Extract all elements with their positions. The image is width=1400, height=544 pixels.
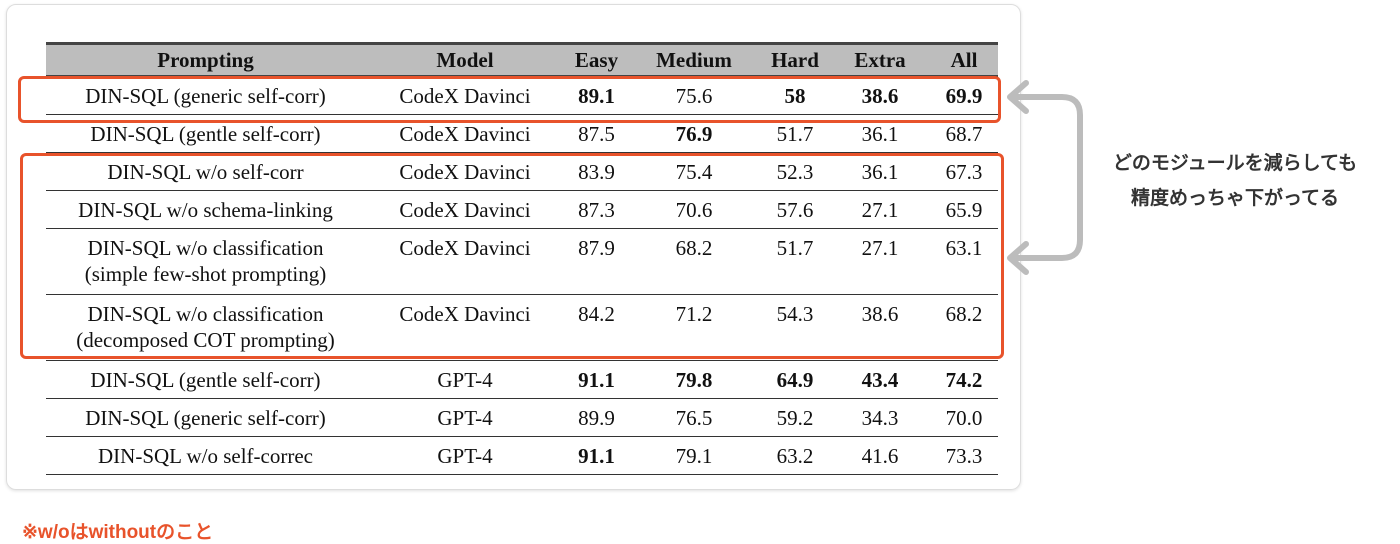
annotation: 精度めっちゃ下がってる (1130, 188, 1340, 209)
table-row: DIN-SQL w/o classification (decomposed CO… (46, 294, 998, 361)
table-cell: CodeX Davinci (365, 76, 565, 115)
table-cell: 52.3 (760, 152, 830, 191)
table-row: DIN-SQL w/o schema-linking CodeX Davinci 8… (46, 190, 998, 229)
table-cell: DIN-SQL w/o self-correc (46, 436, 365, 475)
table-cell: CodeX Davinci (365, 190, 565, 229)
highlight-box (18, 76, 1001, 123)
header-cell: Hard (760, 42, 830, 77)
table-cell: CodeX Davinci (365, 294, 565, 361)
table-cell: 59.2 (760, 398, 830, 437)
table-cell: DIN-SQL w/o classification (decomposed CO… (46, 294, 365, 361)
cell-line: (decomposed COT prompting) (76, 328, 335, 352)
table-cell: 87.3 (565, 190, 628, 229)
table-cell: 87.9 (565, 228, 628, 295)
table-cell: DIN-SQL w/o self-corr (46, 152, 365, 191)
table-cell: 83.9 (565, 152, 628, 191)
table-cell: CodeX Davinci (365, 228, 565, 295)
table-cell: 70.0 (930, 398, 998, 437)
header-cell: Model (365, 42, 565, 77)
table-cell: 68.2 (628, 228, 760, 295)
table-cell: 84.2 (565, 294, 628, 361)
table-row: DIN-SQL w/o classification (simple few-sh… (46, 228, 998, 295)
header-cell: Extra (830, 42, 930, 77)
table-cell: 71.2 (628, 294, 760, 361)
table-row: DIN-SQL (generic self-corr) GPT-4 89.9 76.5… (46, 398, 998, 437)
cell-line: DIN-SQL w/o classification (87, 302, 324, 326)
table-cell: 58 (760, 76, 830, 115)
table-cell: 38.6 (830, 294, 930, 361)
table-cell: 74.2 (930, 360, 998, 399)
table-cell: GPT-4 (365, 436, 565, 475)
table-cell: 87.5 (565, 114, 628, 153)
table-cell: 64.9 (760, 360, 830, 399)
table-cell: 27.1 (830, 228, 930, 295)
table-cell: CodeX Davinci (365, 152, 565, 191)
table-cell: GPT-4 (365, 398, 565, 437)
table-cell: 79.1 (628, 436, 760, 475)
table-cell: GPT-4 (365, 360, 565, 399)
table-cell: 73.3 (930, 436, 998, 475)
cell-line: (simple few-shot prompting) (84, 262, 327, 286)
table-cell: 70.6 (628, 190, 760, 229)
table-cell: 67.3 (930, 152, 998, 191)
table-cell: 41.6 (830, 436, 930, 475)
table-cell: DIN-SQL (generic self-corr) (46, 76, 365, 115)
table-row: DIN-SQL (gentle self-corr) GPT-4 91.1 79.8 6… (46, 360, 998, 399)
table-cell: 27.1 (830, 190, 930, 229)
table-cell: 63.1 (930, 228, 998, 295)
table-cell: 89.9 (565, 398, 628, 437)
table-cell: DIN-SQL w/o schema-linking (46, 190, 365, 229)
table-cell: 34.3 (830, 398, 930, 437)
table-cell: 91.1 (565, 360, 628, 399)
cell-line: DIN-SQL w/o classification (87, 236, 324, 260)
table-cell: DIN-SQL (generic self-corr) (46, 398, 365, 437)
footnote: ※w/oはwithoutのこと (22, 522, 214, 543)
table-cell: 51.7 (760, 228, 830, 295)
table-cell: 43.4 (830, 360, 930, 399)
table-cell: DIN-SQL (gentle self-corr) (46, 360, 365, 399)
table-cell: 89.1 (565, 76, 628, 115)
table-cell: 63.2 (760, 436, 830, 475)
table-cell: 76.5 (628, 398, 760, 437)
header-cell: Easy (565, 42, 628, 77)
table-row: DIN-SQL w/o self-corr CodeX Davinci 83.9 75… (46, 152, 998, 191)
table-cell: 79.8 (628, 360, 760, 399)
table-cell: 91.1 (565, 436, 628, 475)
table-cell: DIN-SQL w/o classification (simple few-sh… (46, 228, 365, 295)
table-cell: 36.1 (830, 152, 930, 191)
table-cell: 57.6 (760, 190, 830, 229)
table-cell: 68.2 (930, 294, 998, 361)
table-cell: 75.6 (628, 76, 760, 115)
header-cell: All (930, 42, 998, 77)
highlight-box (20, 153, 1004, 359)
table-row: DIN-SQL (generic self-corr) CodeX Davinci… (46, 76, 998, 115)
table-row: DIN-SQL w/o self-correc GPT-4 91.1 79.1 63.2… (46, 436, 998, 475)
table-cell: 69.9 (930, 76, 998, 115)
table-cell: 54.3 (760, 294, 830, 361)
annotation: どのモジュールを減らしても (1112, 153, 1358, 174)
table-cell: 75.4 (628, 152, 760, 191)
header-row: Prompting Model Easy Medium Hard Extra All (46, 42, 998, 77)
header-cell: Prompting (46, 42, 365, 77)
header-cell: Medium (628, 42, 760, 77)
bracket-arrow (1007, 80, 1083, 275)
table-cell: 65.9 (930, 190, 998, 229)
table-cell: 38.6 (830, 76, 930, 115)
